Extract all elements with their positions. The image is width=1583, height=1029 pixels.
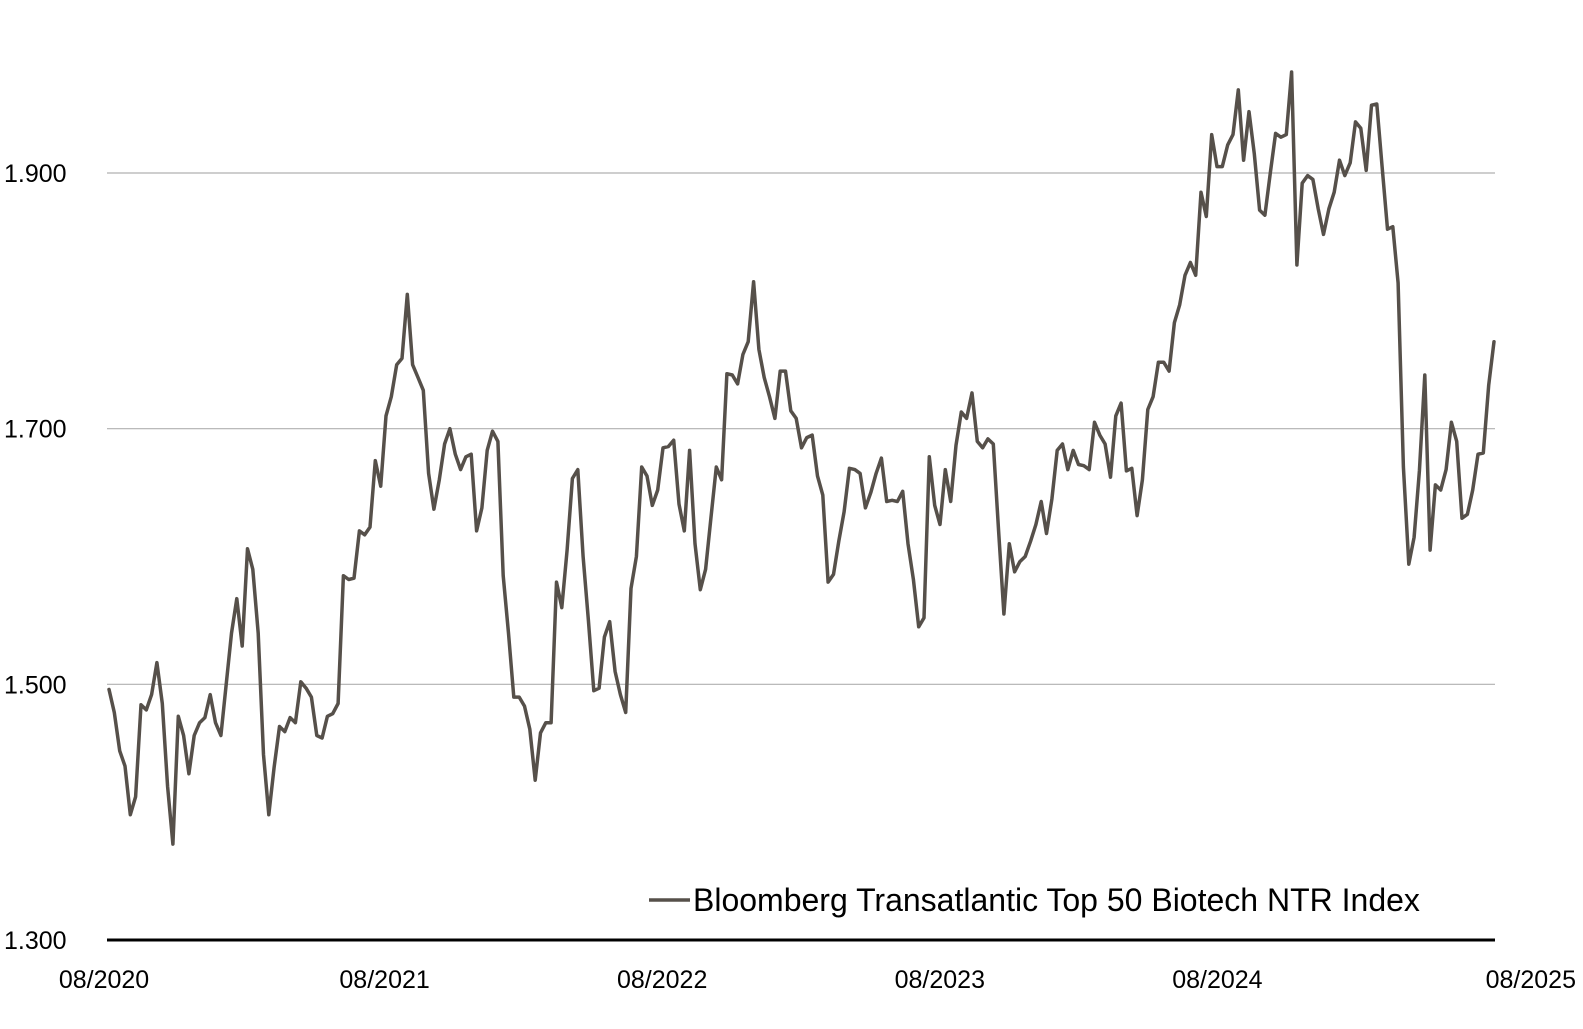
series-line (107, 70, 1496, 846)
legend: Bloomberg Transatlantic Top 50 Biotech N… (649, 882, 1420, 918)
series-lines (107, 70, 1496, 846)
x-tick-label: 08/2022 (617, 966, 707, 994)
y-tick-label: 1.700 (4, 416, 67, 444)
y-axis-tick-labels: 1.300 1.500 1.700 1.900 (4, 160, 67, 955)
y-gridlines (107, 172, 1495, 685)
x-axis-tick-labels: 08/2020 08/2021 08/2022 08/2023 08/2024 08/20… (59, 966, 1576, 994)
x-tick-label: 08/2025 (1486, 966, 1576, 994)
x-tick-label: 08/2020 (59, 966, 149, 994)
y-tick-label: 1.900 (4, 160, 67, 188)
x-tick-label: 08/2023 (895, 966, 985, 994)
x-tick-label: 08/2024 (1172, 966, 1262, 994)
legend-label: Bloomberg Transatlantic Top 50 Biotech N… (693, 882, 1420, 918)
y-tick-label: 1.300 (4, 927, 67, 955)
x-tick-label: 08/2021 (339, 966, 429, 994)
y-tick-label: 1.500 (4, 671, 67, 699)
